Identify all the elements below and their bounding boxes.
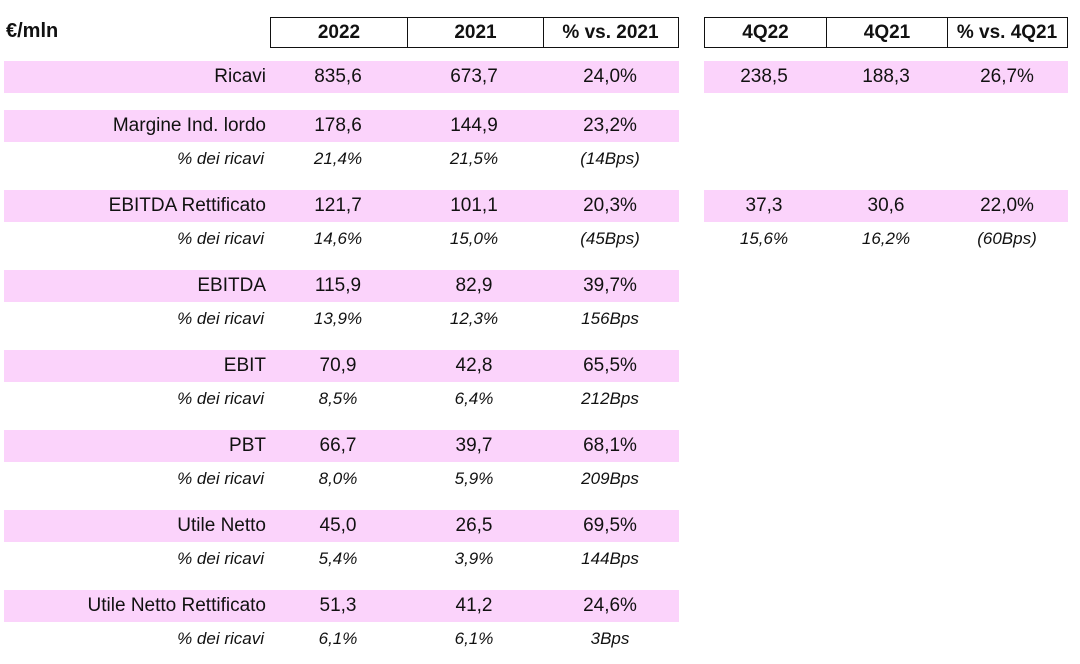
sub-value: 6,1% bbox=[454, 629, 494, 648]
row-value: 65,5% bbox=[583, 355, 637, 376]
row-band bbox=[4, 61, 679, 93]
row-band bbox=[4, 590, 679, 622]
sub-value: 8,0% bbox=[318, 469, 358, 488]
sub-label: % dei ricavi bbox=[177, 469, 264, 488]
row-label: Margine Ind. lordo bbox=[112, 115, 266, 136]
row-value: 41,2 bbox=[455, 595, 493, 616]
sub-value: 144Bps bbox=[581, 549, 639, 568]
sub-value: (14Bps) bbox=[580, 149, 640, 168]
sub-value: 156Bps bbox=[581, 309, 639, 328]
row-value: 673,7 bbox=[450, 66, 498, 87]
sub-value: 209Bps bbox=[581, 469, 639, 488]
row-q-value: 26,7% bbox=[980, 66, 1034, 87]
row-value: 68,1% bbox=[583, 435, 637, 456]
sub-value: 5,4% bbox=[318, 549, 358, 568]
sub-value: 6,1% bbox=[318, 629, 358, 648]
row-value: 178,6 bbox=[314, 115, 362, 136]
row-label: EBIT bbox=[223, 355, 266, 376]
row-value: 39,7% bbox=[583, 275, 637, 296]
row-value: 39,7 bbox=[455, 435, 493, 456]
row-value: 20,3% bbox=[583, 195, 637, 216]
row-band bbox=[4, 430, 679, 462]
row-band bbox=[4, 510, 679, 542]
sub-value: (45Bps) bbox=[580, 229, 640, 248]
sub-value: 3Bps bbox=[590, 629, 630, 648]
row-q-value: 30,6 bbox=[867, 195, 905, 216]
row-label: EBITDA bbox=[197, 275, 266, 296]
row-q-value: 22,0% bbox=[980, 195, 1034, 216]
row-band bbox=[4, 350, 679, 382]
sub-value: 5,9% bbox=[454, 469, 494, 488]
sub-label: % dei ricavi bbox=[177, 629, 264, 648]
sub-label: % dei ricavi bbox=[177, 149, 264, 168]
row-band-quarter bbox=[704, 190, 1068, 222]
row-value: 70,9 bbox=[319, 355, 357, 376]
row-value: 26,5 bbox=[455, 515, 493, 536]
sub-value: 14,6% bbox=[313, 229, 363, 248]
row-label: Ricavi bbox=[214, 66, 266, 87]
row-value: 115,9 bbox=[314, 275, 362, 296]
sub-value: 8,5% bbox=[318, 389, 358, 408]
sub-label: % dei ricavi bbox=[177, 549, 264, 568]
row-q-value: 238,5 bbox=[740, 66, 788, 87]
q-sub-value: (60Bps) bbox=[977, 229, 1037, 248]
row-value: 101,1 bbox=[450, 195, 498, 216]
sub-value: 12,3% bbox=[449, 309, 499, 328]
row-label: EBITDA Rettificato bbox=[108, 195, 266, 216]
row-band bbox=[4, 190, 679, 222]
q-sub-value: 15,6% bbox=[739, 229, 789, 248]
sub-value: 212Bps bbox=[581, 389, 639, 408]
sub-value: 21,5% bbox=[449, 149, 499, 168]
row-value: 24,0% bbox=[583, 66, 637, 87]
sub-value: 3,9% bbox=[454, 549, 494, 568]
sub-value: 15,0% bbox=[449, 229, 499, 248]
row-value: 82,9 bbox=[455, 275, 493, 296]
row-label: Utile Netto bbox=[177, 515, 266, 536]
row-band bbox=[4, 270, 679, 302]
row-value: 144,9 bbox=[450, 115, 498, 136]
row-value: 24,6% bbox=[583, 595, 637, 616]
quarter-header: 4Q22 4Q21 % vs. 4Q21 bbox=[704, 17, 1068, 48]
header-pct-vs-2021: % vs. 2021 bbox=[543, 18, 677, 47]
row-value: 121,7 bbox=[314, 195, 362, 216]
row-value: 51,3 bbox=[319, 595, 357, 616]
sub-value: 6,4% bbox=[454, 389, 494, 408]
header-4q21: 4Q21 bbox=[826, 18, 947, 47]
sub-value: 13,9% bbox=[313, 309, 363, 328]
row-value: 42,8 bbox=[455, 355, 493, 376]
row-value: 66,7 bbox=[319, 435, 357, 456]
header-pct-vs-4q21: % vs. 4Q21 bbox=[947, 18, 1066, 47]
row-q-value: 188,3 bbox=[862, 66, 910, 87]
sub-label: % dei ricavi bbox=[177, 389, 264, 408]
header-2022: 2022 bbox=[317, 22, 361, 43]
sub-value: 21,4% bbox=[313, 149, 363, 168]
row-value: 835,6 bbox=[314, 66, 362, 87]
row-label: Utile Netto Rettificato bbox=[87, 595, 266, 616]
row-value: 45,0 bbox=[319, 515, 357, 536]
sub-label: % dei ricavi bbox=[177, 229, 264, 248]
header-2021: 2021 bbox=[407, 18, 543, 47]
unit-label: €/mln bbox=[6, 20, 59, 42]
row-value: 23,2% bbox=[583, 115, 637, 136]
row-q-value: 37,3 bbox=[745, 195, 783, 216]
sub-label: % dei ricavi bbox=[177, 309, 264, 328]
header-4q22: 4Q22 bbox=[742, 22, 789, 43]
row-band-quarter bbox=[704, 61, 1068, 93]
row-band bbox=[4, 110, 679, 142]
annual-header: 2022 2021 % vs. 2021 bbox=[270, 17, 679, 48]
row-value: 69,5% bbox=[583, 515, 637, 536]
row-label: PBT bbox=[229, 435, 266, 456]
q-sub-value: 16,2% bbox=[861, 229, 911, 248]
